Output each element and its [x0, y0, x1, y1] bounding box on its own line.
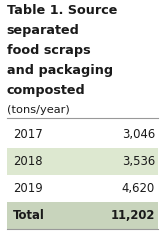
Text: 11,202: 11,202	[111, 209, 155, 222]
Text: and packaging: and packaging	[7, 64, 113, 77]
Bar	[7, 202, 158, 229]
Text: 4,620: 4,620	[122, 182, 155, 195]
Text: 2017: 2017	[13, 128, 43, 141]
Text: 3,046: 3,046	[122, 128, 155, 141]
Bar	[7, 121, 158, 148]
Text: 3,536: 3,536	[122, 155, 155, 168]
Text: food scraps: food scraps	[7, 44, 90, 57]
Text: Total: Total	[13, 209, 45, 222]
Text: composted: composted	[7, 84, 85, 97]
Text: 2019: 2019	[13, 182, 43, 195]
Text: 2018: 2018	[13, 155, 43, 168]
Text: Table 1. Source: Table 1. Source	[7, 4, 117, 17]
Bar	[7, 175, 158, 202]
Text: separated: separated	[7, 24, 79, 37]
Bar	[7, 148, 158, 175]
Text: (tons/year): (tons/year)	[7, 105, 69, 114]
